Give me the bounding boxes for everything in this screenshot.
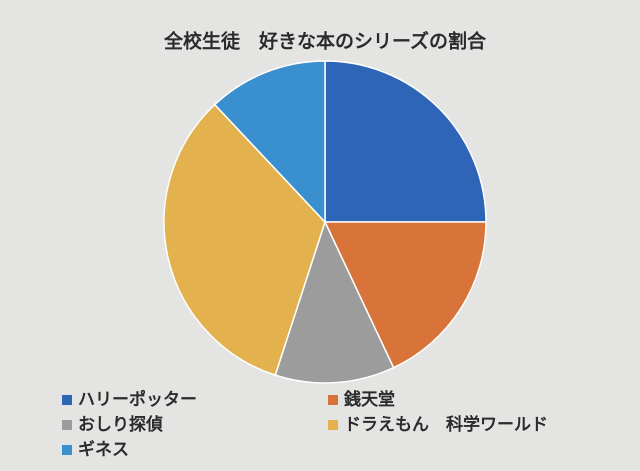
legend-swatch [62, 420, 72, 430]
legend-swatch [62, 395, 72, 405]
legend-label: おしり探偵 [78, 414, 163, 435]
legend-swatch [328, 420, 338, 430]
legend-label: ハリーポッター [78, 389, 197, 410]
legend-label: ドラえもん 科学ワールド [344, 414, 548, 435]
legend-swatch [328, 395, 338, 405]
pie-slice [163, 103, 326, 377]
pie-slice [274, 219, 395, 384]
pie-slice [323, 221, 487, 369]
chart-title: 全校生徒 好きな本のシリーズの割合 [163, 30, 487, 53]
pie-slice [324, 60, 487, 223]
pie-slice [213, 60, 326, 224]
legend-label: 銭天堂 [343, 389, 395, 410]
legend-label: ギネス [78, 440, 129, 460]
legend-swatch [62, 445, 72, 455]
